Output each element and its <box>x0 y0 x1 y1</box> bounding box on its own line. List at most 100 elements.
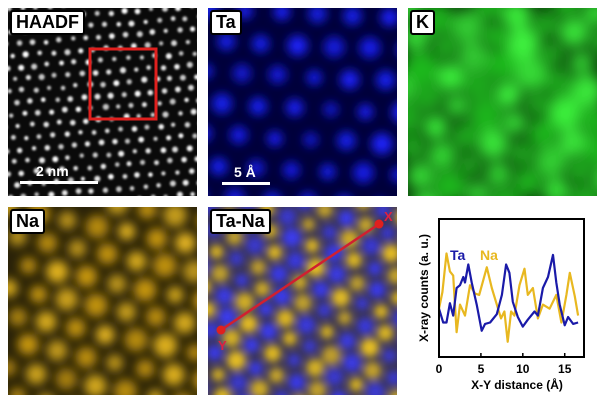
atom-column <box>94 175 101 182</box>
atom-column <box>509 141 535 166</box>
atom-column <box>149 29 156 35</box>
atom-column <box>100 81 106 88</box>
atom-column <box>8 88 12 94</box>
atom-column <box>29 121 35 127</box>
atom-column <box>163 207 187 227</box>
atom-column <box>377 324 394 341</box>
atom-column <box>286 251 305 270</box>
atom-column <box>134 172 140 178</box>
atom-column <box>250 379 269 395</box>
atom-column <box>136 31 143 38</box>
atom-column <box>107 274 127 294</box>
atom-column <box>247 159 265 177</box>
atom-column <box>108 173 114 180</box>
atom-column <box>252 35 270 53</box>
atom-column <box>362 236 381 256</box>
atom-column <box>217 32 236 51</box>
haadf-image-panel: HAADF 2 nm <box>8 8 197 196</box>
atom-column <box>254 281 271 297</box>
atom-column <box>282 228 302 248</box>
atom-column <box>118 222 136 241</box>
atom-column <box>49 109 55 115</box>
na-elemental-map <box>8 207 197 395</box>
atom-column <box>17 333 39 356</box>
atom-column <box>16 40 23 46</box>
atom-column <box>593 170 597 188</box>
atom-column <box>133 278 157 302</box>
atom-column <box>20 193 27 196</box>
x-tick-label: 10 <box>516 362 530 376</box>
atom-column <box>208 321 220 339</box>
atom-column <box>136 359 155 378</box>
atom-column <box>524 90 550 116</box>
atom-column <box>258 302 273 317</box>
atom-column <box>408 134 425 160</box>
atom-column <box>184 122 191 128</box>
atom-column <box>59 166 65 172</box>
atom-column <box>8 148 10 154</box>
atom-column <box>27 98 33 104</box>
atom-column <box>367 261 382 276</box>
atom-column <box>101 21 108 27</box>
atom-column <box>495 81 521 108</box>
atom-column <box>175 392 190 395</box>
atom-column <box>189 26 196 32</box>
atom-column <box>128 102 134 109</box>
k-label: K <box>410 10 435 35</box>
atom-column <box>170 122 176 127</box>
atom-column <box>172 146 179 153</box>
atom-column <box>43 40 49 45</box>
atom-column <box>55 287 79 311</box>
atom-column <box>543 177 570 196</box>
atom-column <box>469 98 503 132</box>
line-end-marker <box>216 325 226 335</box>
atom-column <box>386 370 397 386</box>
atom-column <box>46 85 52 90</box>
atom-column <box>417 192 435 196</box>
atom-column <box>162 8 168 12</box>
atom-column <box>14 182 21 189</box>
atom-column <box>145 148 151 154</box>
atom-column <box>570 51 593 75</box>
atom-column <box>242 207 253 209</box>
atom-column <box>138 136 145 143</box>
atom-column <box>458 41 489 72</box>
atom-column <box>567 158 592 183</box>
atom-column <box>160 65 167 71</box>
atom-column <box>192 133 197 139</box>
atom-column <box>131 126 138 132</box>
atom-column <box>92 152 98 158</box>
atom-column <box>34 192 39 196</box>
atom-column <box>312 281 330 298</box>
atom-column <box>432 34 458 60</box>
atom-column <box>75 346 97 369</box>
k-elemental-map <box>408 8 597 196</box>
atom-column <box>387 267 397 285</box>
atom-column <box>213 387 232 395</box>
atom-column <box>148 8 154 11</box>
atom-column <box>132 149 137 154</box>
atom-column <box>55 368 77 390</box>
atom-column <box>208 344 223 361</box>
atom-column <box>283 161 300 179</box>
atom-column <box>408 162 434 190</box>
atom-column <box>287 35 308 56</box>
atom-column <box>215 287 234 305</box>
atom-column <box>95 34 101 40</box>
atom-column <box>116 302 137 322</box>
atom-column <box>250 259 267 275</box>
atom-column <box>194 74 197 80</box>
atom-column <box>320 325 334 339</box>
atom-column <box>96 243 118 265</box>
atom-column <box>20 8 26 11</box>
atom-column <box>174 232 196 254</box>
atom-column <box>188 168 195 174</box>
atom-column <box>249 97 267 116</box>
atom-column <box>126 161 132 167</box>
atom-column <box>29 39 36 46</box>
atom-column <box>193 371 197 389</box>
atom-column <box>8 279 18 298</box>
legend-ta: Ta <box>450 247 466 263</box>
atom-column <box>157 101 162 106</box>
series-line-na <box>437 252 580 343</box>
